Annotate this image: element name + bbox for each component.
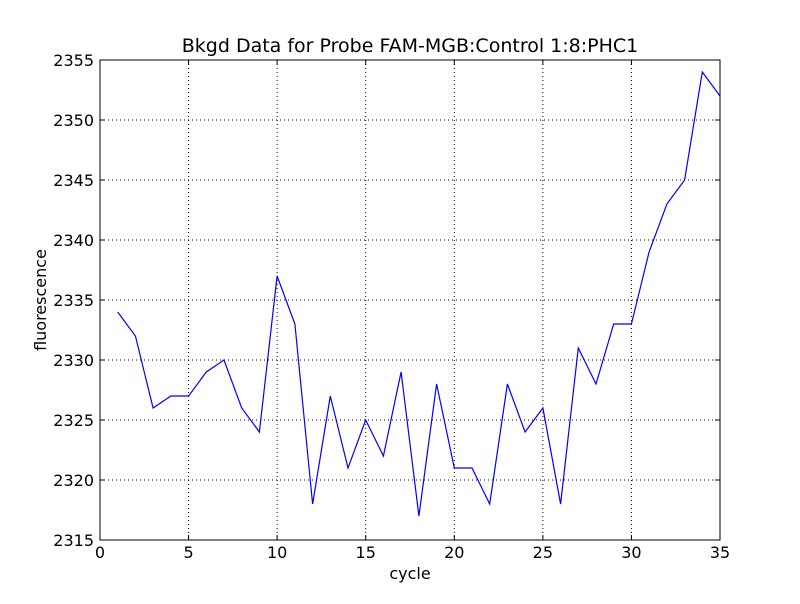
data-point — [436, 383, 437, 384]
data-point — [454, 467, 455, 468]
x-tick-label: 10 — [267, 543, 287, 562]
x-tick-label: 20 — [444, 543, 464, 562]
data-point — [525, 431, 526, 432]
x-tick-label: 35 — [710, 543, 730, 562]
data-point — [401, 371, 402, 372]
y-tick-label: 2350 — [53, 111, 94, 130]
y-tick-label: 2335 — [53, 291, 94, 310]
y-tick-label: 2325 — [53, 411, 94, 430]
y-tick-label: 2340 — [53, 231, 94, 250]
data-point — [294, 323, 295, 324]
y-tick-label: 2355 — [53, 51, 94, 70]
grid-lines — [100, 60, 720, 540]
data-point — [595, 383, 596, 384]
x-tick-labels: 0 5 10 15 20 25 30 35 — [95, 543, 730, 562]
data-point — [277, 275, 278, 276]
data-point — [135, 335, 136, 336]
data-point — [666, 203, 667, 204]
x-axis-label: cycle — [389, 564, 430, 583]
data-point — [223, 359, 224, 360]
y-tick-label: 2315 — [53, 531, 94, 550]
y-tick-label: 2320 — [53, 471, 94, 490]
x-tick-label: 30 — [621, 543, 641, 562]
data-point — [383, 455, 384, 456]
data-point — [684, 179, 685, 180]
data-point — [471, 467, 472, 468]
series-layer — [117, 70, 721, 517]
y-tick-label: 2330 — [53, 351, 94, 370]
data-point — [241, 407, 242, 408]
y-tick-labels: 2315 2320 2325 2330 2335 2340 2345 2350 2355 — [53, 51, 94, 550]
y-tick-label: 2345 — [53, 171, 94, 190]
data-point — [170, 395, 171, 396]
data-point — [347, 467, 348, 468]
data-point — [330, 395, 331, 396]
y-axis-label: fluorescence — [31, 249, 50, 351]
data-point — [613, 323, 614, 324]
data-point — [578, 347, 579, 348]
data-point — [312, 503, 313, 504]
data-point — [365, 419, 366, 420]
data-point — [542, 407, 543, 408]
data-point — [507, 383, 508, 384]
chart-title: Bkgd Data for Probe FAM-MGB:Control 1:8:… — [182, 35, 638, 57]
tick-marks — [99, 59, 721, 541]
data-point — [489, 503, 490, 504]
x-tick-label: 25 — [533, 543, 553, 562]
x-tick-label: 15 — [356, 543, 376, 562]
series-line — [117, 70, 721, 517]
x-tick-label: 5 — [183, 543, 193, 562]
data-point — [702, 71, 703, 72]
data-point — [153, 407, 154, 408]
data-point — [560, 503, 561, 504]
data-point — [418, 515, 419, 516]
x-tick-label: 0 — [95, 543, 105, 562]
data-point — [206, 371, 207, 372]
data-point — [649, 251, 650, 252]
data-point — [117, 311, 118, 312]
data-point — [631, 323, 632, 324]
data-point — [259, 431, 260, 432]
data-point — [188, 395, 189, 396]
